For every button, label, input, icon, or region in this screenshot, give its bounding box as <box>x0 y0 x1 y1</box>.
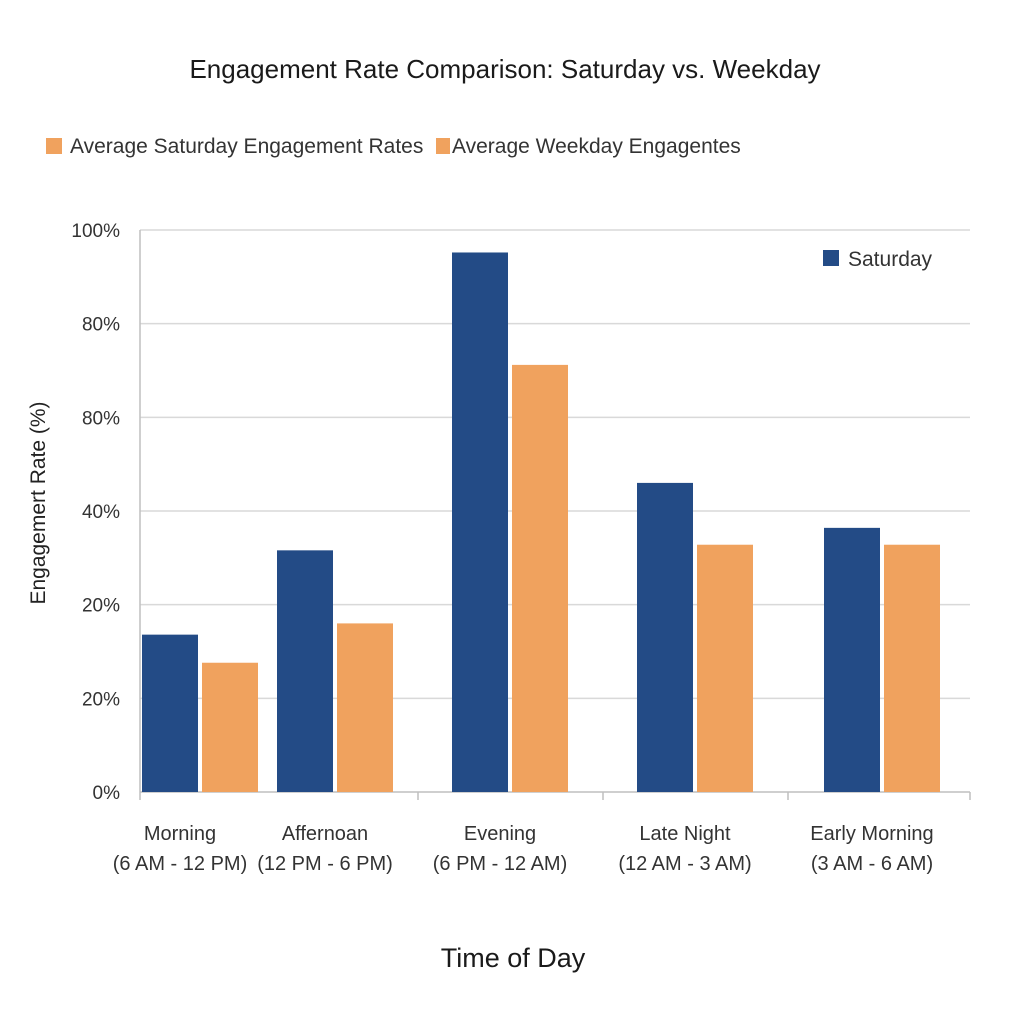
bar-saturday-1 <box>142 634 198 792</box>
chart-title: Engagement Rate Comparison: Saturday vs.… <box>189 54 820 84</box>
x-category-label: Late Night <box>639 823 731 845</box>
inner-legend: Saturday <box>823 248 933 271</box>
bar-saturday-2 <box>277 550 333 792</box>
bar-saturday-3 <box>452 252 508 793</box>
legend-label-saturday-average: Average Saturday Engagement Rates <box>70 135 423 158</box>
y-axis-title: Engagemert Rate (%) <box>27 401 50 604</box>
bars <box>139 252 971 800</box>
x-category-label: Morning <box>144 823 216 845</box>
y-tick-label: 100% <box>71 221 120 242</box>
y-tick-label: 20% <box>82 689 120 710</box>
bar-weekday-3 <box>512 364 568 792</box>
top-legend: Average Saturday Engagement Rates Averag… <box>46 135 741 158</box>
x-axis-categories: Morning (6 AM - 12 PM) Affernoan (12 PM - 6… <box>113 823 934 875</box>
inner-legend-label: Saturday <box>848 248 933 271</box>
bar-saturday-4 <box>637 482 693 792</box>
y-tick-label: 40% <box>82 502 120 523</box>
x-category-sublabel: (6 AM - 12 PM) <box>113 853 247 875</box>
x-category-label: Evening <box>464 823 536 845</box>
bar-weekday-5 <box>884 544 940 792</box>
bar-weekday-4 <box>697 544 753 792</box>
x-category-sublabel: (3 AM - 6 AM) <box>811 853 933 875</box>
legend-label-weekday-average: Average Weekday Engagentes <box>452 135 741 158</box>
legend-swatch-weekday-average <box>436 138 450 154</box>
bar-saturday-5 <box>824 527 880 792</box>
x-category-sublabel: (6 PM - 12 AM) <box>433 853 567 875</box>
bar-weekday-2 <box>337 623 393 792</box>
x-axis-title: Time of Day <box>441 943 586 973</box>
legend-swatch-saturday-average <box>46 138 62 154</box>
inner-legend-swatch <box>823 250 839 266</box>
x-category-sublabel: (12 PM - 6 PM) <box>257 853 393 875</box>
y-tick-label: 80% <box>82 315 120 336</box>
x-category-label: Early Morning <box>810 823 933 845</box>
x-category-label: Affernoan <box>282 823 368 845</box>
bar-weekday-1 <box>202 662 258 792</box>
y-tick-label: 80% <box>82 408 120 429</box>
y-tick-label: 0% <box>93 783 121 804</box>
y-tick-label: 20% <box>82 596 120 617</box>
x-category-sublabel: (12 AM - 3 AM) <box>618 853 751 875</box>
y-axis-ticks: 0% 20% 20% 40% 80% 80% 100% <box>71 221 120 804</box>
